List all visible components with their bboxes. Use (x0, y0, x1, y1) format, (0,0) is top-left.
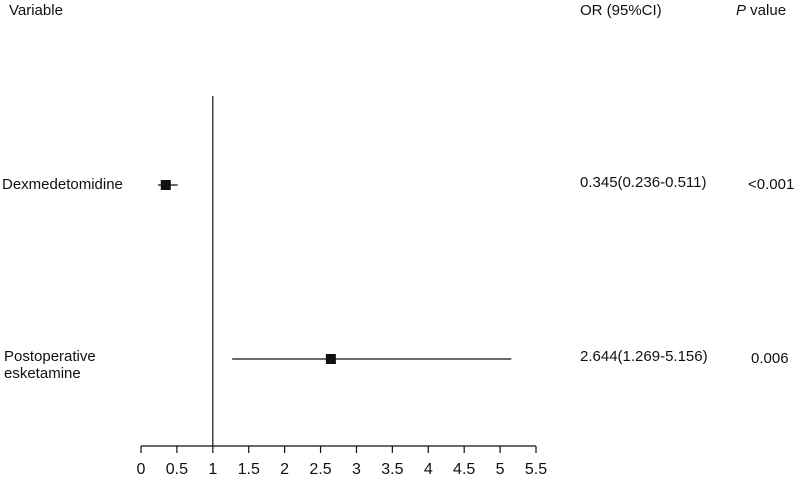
x-tick-label-5: 2.5 (309, 461, 331, 478)
x-tick-label-10: 5 (496, 461, 505, 478)
row-or-postoperative-esketamine: 2.644(1.269-5.156) (580, 348, 708, 365)
x-tick-label-3: 1.5 (238, 461, 260, 478)
row-p-postoperative-esketamine: 0.006 (751, 350, 789, 367)
header-or-ci: OR (95%CI) (580, 2, 662, 19)
x-tick-label-7: 3.5 (381, 461, 403, 478)
x-tick-label-2: 1 (208, 461, 217, 478)
x-tick-label-1: 0.5 (166, 461, 188, 478)
x-tick-label-6: 3 (352, 461, 361, 478)
header-p-rest: value (746, 2, 787, 19)
x-tick-label-9: 4.5 (453, 461, 475, 478)
estimate-marks (157, 180, 512, 364)
x-tick-label-0: 0 (137, 461, 146, 478)
x-tick-label-8: 4 (424, 461, 433, 478)
row-or-dexmedetomidine: 0.345(0.236-0.511) (580, 174, 707, 191)
x-tick-label-4: 2 (280, 461, 289, 478)
row-p-dexmedetomidine: <0.001 (748, 176, 795, 193)
row-label-postoperative-esketamine: Postoperative esketamine (4, 348, 96, 382)
header-variable: Variable (9, 2, 63, 19)
x-axis: 0 0.5 1 1.5 2 2.5 3 3.5 4 4.5 5 5.5 (137, 445, 547, 478)
header-p-italic: P (736, 2, 747, 19)
estimate-point-0 (160, 180, 171, 190)
estimate-point-1 (325, 354, 336, 364)
row-label-dexmedetomidine: Dexmedetomidine (2, 176, 123, 193)
x-tick-label-11: 5.5 (525, 461, 547, 478)
header-p-value: P value (736, 2, 786, 20)
